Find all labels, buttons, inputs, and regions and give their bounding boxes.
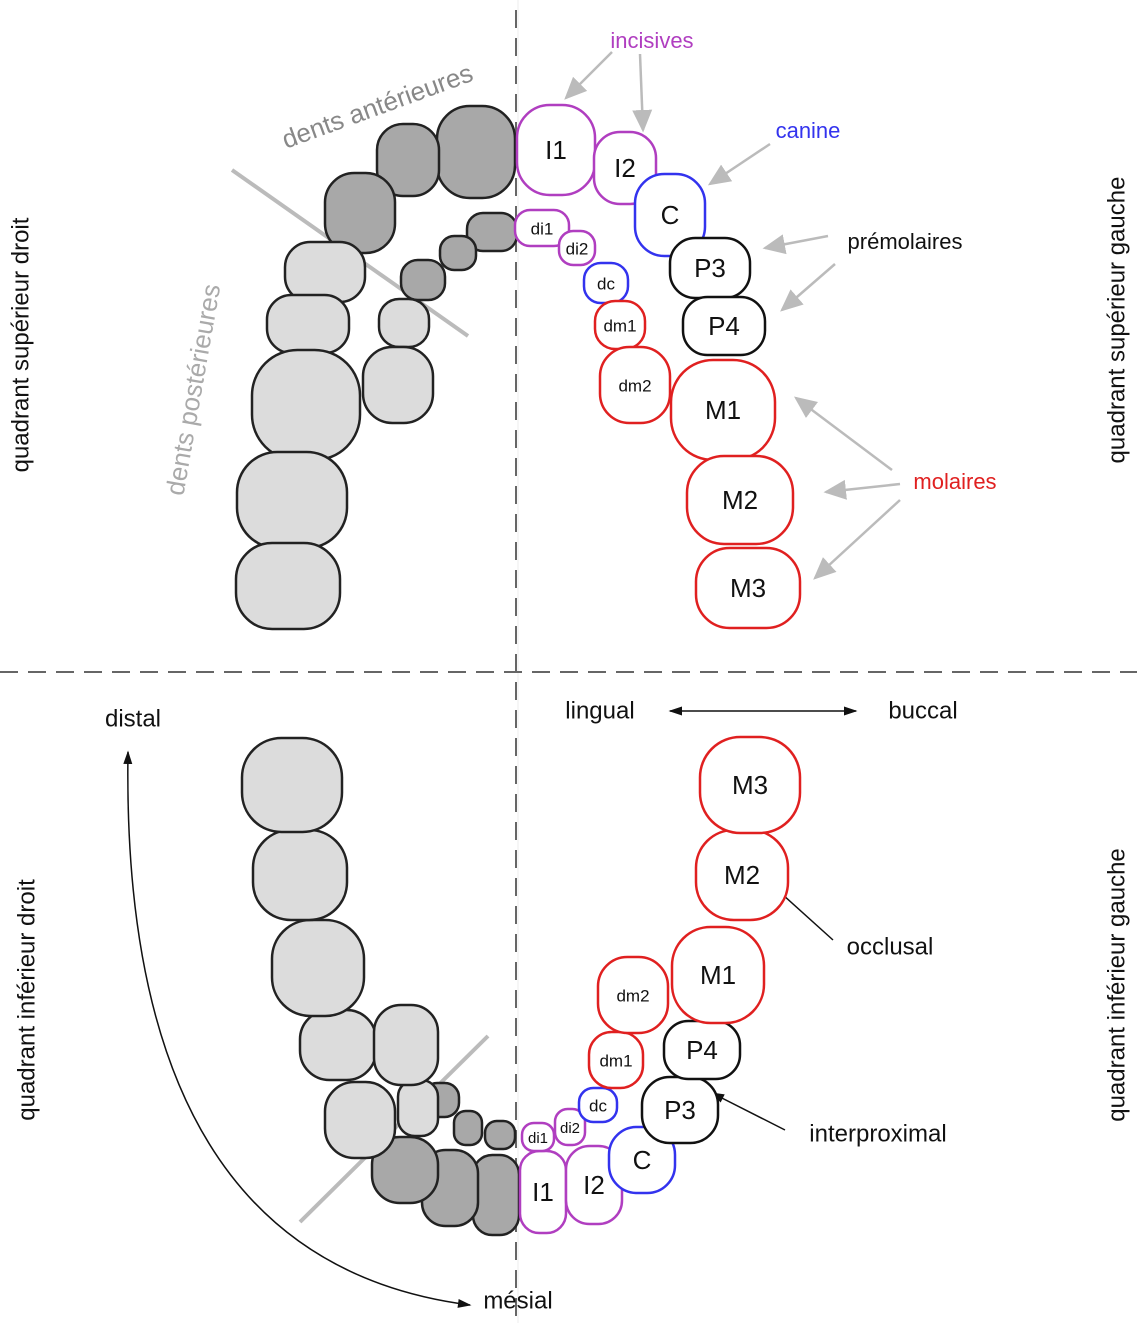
tooth-label: di2 [566,239,589,258]
tooth-label: di1 [531,219,554,238]
quadrant-label: quadrant inférieur droit [13,879,40,1121]
tooth [694,546,802,630]
direction-label: mésial [483,1287,552,1314]
tooth-label: I2 [583,1170,605,1200]
direction-label: occlusal [847,933,934,960]
tooth-label: M3 [730,573,766,603]
tooth [557,229,597,267]
tooth [483,1119,517,1151]
tooth-label: M1 [700,960,736,990]
tooth [234,541,342,631]
tooth [598,345,672,425]
tooth-label: M2 [722,485,758,515]
direction-label: distal [105,705,161,732]
tooth-label: dm2 [618,376,651,395]
tooth [471,1153,521,1237]
tooth-label: di2 [560,1120,580,1137]
tooth-label: P4 [708,311,740,341]
tooth [670,925,766,1025]
tooth [377,297,431,349]
tooth [372,1003,440,1087]
tooth-label: C [661,200,680,230]
group-label: incisives [610,28,693,53]
tooth [596,955,670,1035]
tooth [435,104,517,200]
tooth [399,258,447,302]
tooth-label: dc [597,274,615,293]
tooth [438,234,478,272]
tooth [375,122,441,198]
tooth-label: I2 [614,153,636,183]
tooth-label: M2 [724,860,760,890]
quadrant-label: quadrant supérieur droit [7,217,34,472]
tooth [265,293,351,355]
direction-label: lingual [565,697,634,724]
tooth [240,736,344,834]
tooth [577,1086,619,1124]
tooth [270,918,366,1018]
tooth [698,735,802,835]
tooth-label: I1 [532,1177,554,1207]
tooth-label: dm2 [616,986,649,1005]
tooth [681,295,767,357]
tooth [235,450,349,550]
tooth [251,828,349,922]
tooth-label: P3 [694,253,726,283]
tooth [607,1125,677,1195]
tooth [323,1080,397,1160]
tooth [370,1135,440,1205]
group-label: prémolaires [848,229,963,254]
quadrant-label: quadrant supérieur gauche [1103,177,1130,464]
gray-arrows [564,51,901,580]
tooth [520,1121,556,1153]
tooth [685,454,795,546]
tooth [452,1109,484,1147]
tooth-label: di1 [528,1130,548,1147]
quadrant-label: quadrant inférieur gauche [1103,848,1130,1122]
tooth [361,345,435,425]
tooth-label: M3 [732,770,768,800]
direction-label: interproximal [809,1120,946,1147]
tooth-label: dm1 [599,1051,632,1070]
tooth-label: M1 [705,395,741,425]
tooth-label: dc [589,1096,607,1115]
tooth-label: P3 [664,1095,696,1125]
group-label: canine [776,118,841,143]
tooth-label: C [633,1145,652,1175]
group-label: molaires [913,469,996,494]
tooth [283,240,367,304]
tooth-label: I1 [545,135,567,165]
group-label: dents postérieures [160,282,227,498]
tooth [396,1078,440,1138]
tooth [513,208,571,248]
tooth [250,348,362,462]
tooth-label: dm1 [603,316,636,335]
tooth-label: P4 [686,1035,718,1065]
tooth [298,1008,378,1082]
tooth [553,1107,587,1147]
direction-label: buccal [888,697,957,724]
